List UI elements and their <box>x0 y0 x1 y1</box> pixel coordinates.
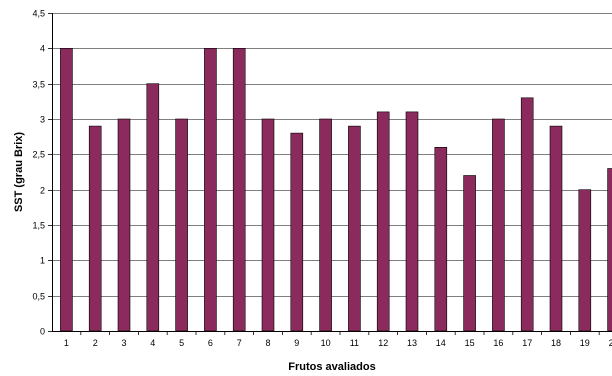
y-axis-title: SST (grau Brix) <box>13 132 25 212</box>
bar-19 <box>578 189 592 332</box>
x-tick-label: 6 <box>208 338 213 348</box>
y-tick-label: 1,5 <box>32 221 45 231</box>
x-tick-label: 8 <box>265 338 270 348</box>
x-tick-label: 9 <box>294 338 299 348</box>
x-tick-label: 3 <box>121 338 126 348</box>
x-tick-label: 20 <box>609 338 612 348</box>
y-tick-label: 3 <box>40 115 45 125</box>
x-tick-label: 2 <box>93 338 98 348</box>
x-tick-label: 12 <box>378 338 388 348</box>
x-tick-label: 19 <box>580 338 590 348</box>
x-tick-label: 18 <box>551 338 561 348</box>
y-tick-label: 4,5 <box>32 9 45 19</box>
bar-7 <box>232 47 246 332</box>
bar-9 <box>290 132 304 332</box>
x-tick-labels: 1234567891011121314151617181920 <box>64 331 612 348</box>
bar-14 <box>434 147 448 332</box>
axes <box>52 13 612 332</box>
bar-17 <box>520 97 534 332</box>
bar-8 <box>261 118 275 332</box>
bar-1 <box>60 47 73 332</box>
bar-5 <box>175 118 188 332</box>
x-tick-label: 5 <box>179 338 184 348</box>
bar-20 <box>607 168 612 332</box>
y-tick-label: 2 <box>40 186 45 196</box>
x-tick-label: 11 <box>350 338 359 348</box>
x-tick-label: 16 <box>493 338 503 348</box>
bar-15 <box>463 175 476 332</box>
bars <box>60 47 612 332</box>
x-tick-label: 1 <box>64 338 69 348</box>
x-axis-title: Frutos avaliados <box>288 361 375 373</box>
y-tick-label: 3,5 <box>32 80 45 90</box>
bar-11 <box>348 125 361 332</box>
y-tick-label: 4 <box>40 44 45 54</box>
x-tick-label: 14 <box>436 338 446 348</box>
bar-13 <box>405 111 419 332</box>
x-tick-label: 10 <box>321 338 331 348</box>
x-tick-label: 13 <box>407 338 417 348</box>
x-tick-label: 4 <box>150 338 155 348</box>
bar-16 <box>492 118 505 332</box>
y-tick-label: 1 <box>40 256 45 266</box>
bar-3 <box>117 118 131 332</box>
bar-18 <box>549 125 563 332</box>
bar-10 <box>319 118 332 332</box>
bar-4 <box>146 83 160 332</box>
gridlines <box>52 13 612 297</box>
bar-6 <box>204 47 217 332</box>
x-tick-label: 15 <box>465 338 475 348</box>
bar-2 <box>88 125 102 332</box>
y-tick-label: 2,5 <box>32 150 45 160</box>
x-tick-label: 17 <box>522 338 532 348</box>
y-tick-labels: 0 0,5 1 1,5 2 2,5 3 3,5 4 4,5 <box>32 9 52 337</box>
y-tick-label: 0,5 <box>32 292 45 302</box>
x-tick-label: 7 <box>237 338 242 348</box>
bar-12 <box>376 111 390 332</box>
y-tick-label: 0 <box>40 327 45 337</box>
